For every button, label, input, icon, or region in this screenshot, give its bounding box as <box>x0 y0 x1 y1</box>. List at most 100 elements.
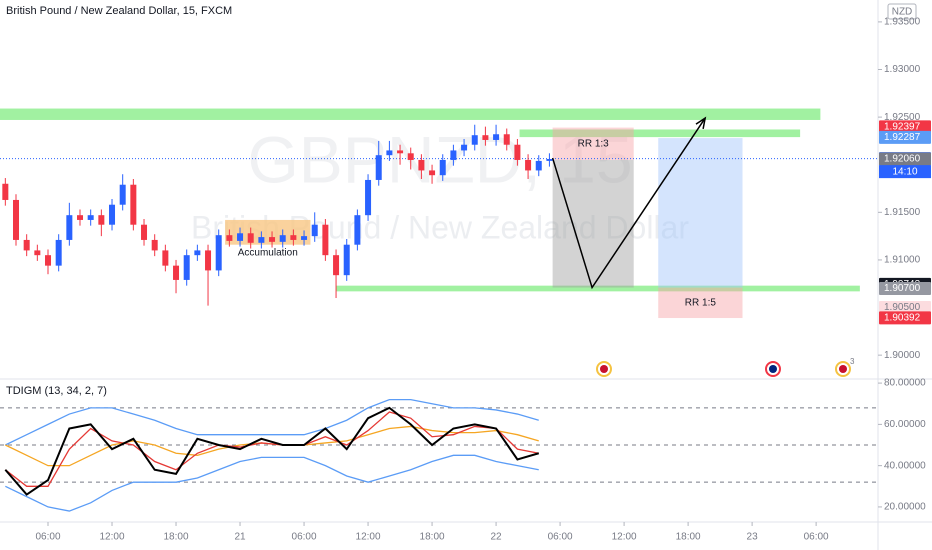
x-tick-label: 12:00 <box>100 532 125 543</box>
currency-box <box>887 3 917 20</box>
price-badge-label: 1.90700 <box>884 283 921 294</box>
candle-body <box>365 179 372 216</box>
stop-zone <box>658 287 743 319</box>
candle-body <box>535 160 542 171</box>
x-tick-label: 18:00 <box>676 532 701 543</box>
candle-body <box>77 215 84 220</box>
x-tick-label: 06:00 <box>548 532 573 543</box>
candle-body <box>525 159 532 171</box>
indicator-line <box>5 454 539 512</box>
event-icons <box>596 361 851 377</box>
price-badge <box>879 152 931 166</box>
x-tick-label: 18:00 <box>420 532 445 543</box>
y-tick-label: 20.00000 <box>884 502 926 513</box>
header-bg <box>0 0 240 22</box>
position-label: RR 1:5 <box>685 297 717 308</box>
candle-body <box>45 255 52 266</box>
countdown-badge <box>879 165 931 179</box>
indicator-line <box>4 411 539 487</box>
x-tick-label: 18:00 <box>164 532 189 543</box>
event-count: 3 <box>850 357 855 366</box>
candle-body <box>98 215 105 225</box>
candle-body <box>322 224 329 256</box>
y-tick-label: 1.93500 <box>884 17 921 28</box>
candle-body <box>439 159 446 176</box>
candle-body <box>173 265 180 280</box>
price-badge <box>879 281 931 295</box>
y-tick-label: 1.92500 <box>884 112 921 123</box>
x-tick-label: 22 <box>491 532 503 543</box>
annotation-box <box>225 219 311 245</box>
candle-body <box>333 255 340 276</box>
event-flag <box>600 365 608 373</box>
candle-body <box>55 239 62 266</box>
countdown: 14:10 <box>892 166 917 177</box>
candle-body <box>375 155 382 180</box>
x-tick-label: 12:00 <box>356 532 381 543</box>
candle-body <box>514 144 521 160</box>
x-tick-label: 06:00 <box>804 532 829 543</box>
candle-body <box>429 170 436 176</box>
candle-body <box>386 150 393 156</box>
candle-body <box>237 233 244 241</box>
candle-body <box>13 199 20 240</box>
position-label: RR 1:3 <box>578 138 610 149</box>
candle-body <box>290 235 297 240</box>
y-tick-label: 1.91000 <box>884 255 921 266</box>
candle-body <box>461 144 468 151</box>
x-tick-label: 06:00 <box>292 532 317 543</box>
candle-body <box>23 239 30 251</box>
candle-body <box>66 215 73 240</box>
indicator-line <box>4 406 540 496</box>
candle-body <box>119 184 126 205</box>
header-title: British Pound / New Zealand Dollar, 15, … <box>6 5 232 17</box>
price-badge-label: 1.90392 <box>884 312 921 323</box>
event-flag <box>769 365 777 373</box>
candle-body <box>546 159 553 161</box>
y-tick-label: 1.93000 <box>884 64 921 75</box>
candle-body <box>141 224 148 240</box>
price-badge-label: 1.90500 <box>884 302 921 313</box>
candle-body <box>471 135 478 145</box>
candle-body <box>87 215 94 220</box>
candle-body <box>151 239 158 251</box>
price-badge-label: 1.92060 <box>884 154 921 165</box>
price-badge <box>879 301 931 315</box>
candle-body <box>279 235 286 242</box>
candle-body <box>205 250 212 271</box>
candle-body <box>215 235 222 271</box>
y-tick-label: 1.90000 <box>884 350 921 361</box>
candle-body <box>503 134 510 145</box>
candle-body <box>482 135 489 140</box>
candle-body <box>2 183 9 200</box>
candle-body <box>109 204 116 225</box>
candle-body <box>34 250 41 256</box>
candle-body <box>311 224 318 237</box>
candle-body <box>418 159 425 171</box>
candle-body <box>194 250 201 256</box>
stop-zone <box>552 127 634 160</box>
target-zone <box>658 138 743 288</box>
price-badge-label: 1.92397 <box>884 122 921 133</box>
candle-body <box>343 244 350 276</box>
drawn-arrow <box>551 117 706 290</box>
candle-body <box>130 184 137 225</box>
y-tick-label: 80.00000 <box>884 378 926 389</box>
x-tick-label: 21 <box>234 532 246 543</box>
currency: NZD <box>892 7 913 18</box>
candle-body <box>354 215 361 245</box>
plot-layer: RR 1:3 RR 1:5 Accumulation <box>0 21 882 512</box>
event-flag <box>839 365 847 373</box>
indicator-title: TDIGM (13, 34, 2, 7) <box>6 385 107 397</box>
x-tick-label: 23 <box>747 532 759 543</box>
candle-body <box>450 150 457 160</box>
candle-body <box>226 235 233 241</box>
candle-body <box>258 237 265 243</box>
price-badge <box>879 311 931 325</box>
y-tick-label: 40.00000 <box>884 460 926 471</box>
zone <box>0 108 821 120</box>
indicator-line <box>5 398 539 446</box>
zone <box>336 285 860 292</box>
